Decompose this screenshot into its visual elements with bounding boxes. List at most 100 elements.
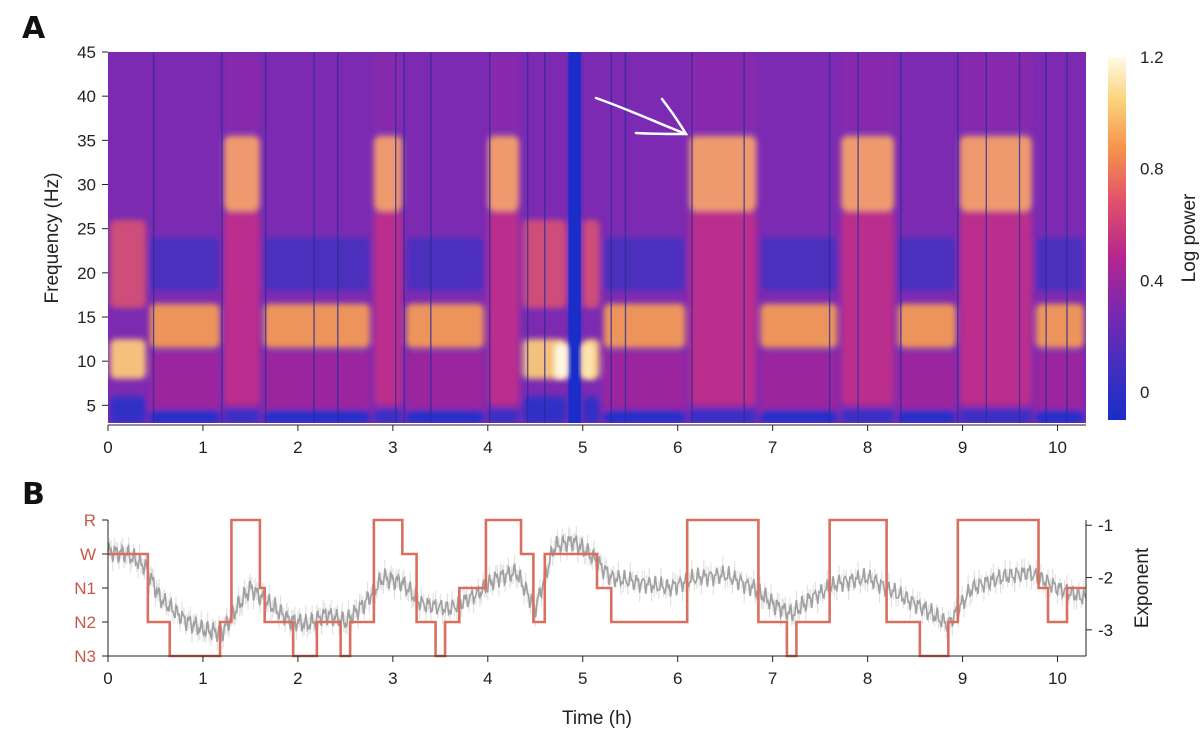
heatmap-band-nrem (1035, 409, 1084, 423)
spectrogram-ytick-label: 10 (77, 352, 96, 371)
spectrogram-ytick-label: 25 (77, 220, 96, 239)
heatmap-band-nrem (760, 352, 838, 415)
heatmap-band-rem (959, 52, 1032, 132)
heatmap-band-nrem (898, 352, 956, 415)
heatmap-band-nrem (263, 237, 370, 291)
heatmap-band-rem (373, 52, 403, 132)
heatmap-band-nrem (760, 237, 838, 291)
heatmap-band-rem (689, 135, 757, 211)
hypnogram-xtick-label: 4 (483, 669, 492, 688)
spectrogram-xtick-label: 7 (768, 438, 777, 457)
heatmap-artifact-column (568, 52, 581, 423)
heatmap-band-nrem (760, 409, 838, 423)
colorbar-tick-label: 0 (1140, 383, 1149, 402)
heatmap-band-nrem (603, 352, 686, 415)
hypnogram-xlabel: Time (h) (562, 708, 632, 729)
hypnogram-xtick-label: 3 (388, 669, 397, 688)
heatmap-band-rem (223, 211, 260, 406)
panel-a-letter: A (22, 11, 46, 46)
heatmap-band-rem (223, 52, 260, 132)
stage-tick-label: N2 (74, 613, 96, 632)
heatmap-band-nrem (149, 409, 220, 423)
heatmap-band-w (582, 396, 600, 423)
heatmap-band-nrem (1035, 303, 1084, 348)
heatmap-peak (554, 343, 569, 379)
heatmap-band-rem (689, 409, 757, 423)
heatmap-band-nrem (149, 237, 220, 291)
heatmap-band-nrem (603, 409, 686, 423)
hypnogram-xtick-label: 0 (103, 669, 112, 688)
exponent-tick-label: -1 (1098, 516, 1113, 535)
heatmap-band-rem (487, 211, 520, 406)
panel-b-letter: B (22, 477, 45, 512)
colorbar-gradient (1108, 57, 1126, 420)
hypnogram-line (108, 518, 1086, 658)
heatmap-band-nrem (263, 409, 370, 423)
heatmap-band-nrem (149, 352, 220, 415)
spectrogram-xtick-label: 5 (578, 438, 587, 457)
heatmap-band-rem (841, 52, 895, 132)
heatmap-band-nrem (149, 303, 220, 348)
annotation-arrow (594, 96, 688, 136)
hypnogram-xtick-label: 6 (673, 669, 682, 688)
heatmap-band-rem (223, 409, 260, 423)
heatmap-band-nrem (898, 303, 956, 348)
heatmap-band-rem (959, 135, 1032, 211)
spectrogram-xtick-label: 1 (198, 438, 207, 457)
heatmap-band-nrem (1035, 237, 1084, 291)
annotation-arrow-head (634, 97, 689, 136)
heatmap-band-rem (373, 135, 403, 211)
hypnogram-xtick-label: 2 (293, 669, 302, 688)
exponent-tick-label: -2 (1098, 569, 1113, 588)
heatmap-band-rem (959, 211, 1032, 406)
heatmap-band-rem (373, 409, 403, 423)
colorbar-label: Log power (1179, 193, 1200, 282)
spectrogram-xtick-label: 4 (483, 438, 492, 457)
heatmap-band-rem (689, 211, 757, 406)
heatmap-band-nrem (898, 237, 956, 291)
hypnogram-xtick-label: 5 (578, 669, 587, 688)
spectrogram-heatmap (108, 52, 1086, 423)
spectrogram-ytick-label: 45 (77, 43, 96, 62)
hypnogram-xtick-label: 7 (768, 669, 777, 688)
heatmap-band-rem (841, 135, 895, 211)
hypnogram-xtick-label: 1 (198, 669, 207, 688)
spectrogram-ytick-label: 40 (77, 87, 96, 106)
stage-tick-label: R (84, 511, 96, 530)
spectrogram-xtick-label: 9 (958, 438, 967, 457)
heatmap-band-nrem (406, 352, 484, 415)
stage-tick-label: W (80, 545, 96, 564)
heatmap-band-w (110, 219, 146, 309)
hypnogram-xtick-label: 8 (863, 669, 872, 688)
spectrogram-xtick-label: 8 (863, 438, 872, 457)
colorbar-tick-label: 0.4 (1140, 271, 1164, 290)
heatmap-peak (580, 343, 595, 379)
heatmap-band-nrem (1035, 352, 1084, 415)
heatmap-band-rem (373, 211, 403, 406)
heatmap-band-nrem (603, 303, 686, 348)
heatmap-band-nrem (406, 303, 484, 348)
hypnogram-xtick-label: 10 (1048, 669, 1067, 688)
heatmap-band-nrem (603, 237, 686, 291)
exponent-ylabel: Exponent (1132, 547, 1153, 628)
exponent-tick-label: -3 (1098, 621, 1113, 640)
heatmap-blobs (110, 52, 1084, 423)
heatmap-band-w (110, 396, 146, 423)
spectrogram-xtick-label: 10 (1048, 438, 1067, 457)
hypnogram-xtick-label: 9 (958, 669, 967, 688)
heatmap-band-nrem (760, 303, 838, 348)
stage-tick-label: N3 (74, 647, 96, 666)
stage-tick-label: N1 (74, 579, 96, 598)
hypnogram-panel: 0 1 2 3 4 5 6 7 8 9 10 RW N1 N2 N3 -1 -2 -3 Time (h) Expo… (74, 511, 1153, 729)
spectrogram-ytick-label: 20 (77, 264, 96, 283)
spectrogram-ytick-label: 5 (87, 396, 96, 415)
heatmap-band-w (110, 339, 146, 379)
heatmap-band-rem (841, 211, 895, 406)
heatmap-band-rem (959, 409, 1032, 423)
spectrogram-ytick-label: 30 (77, 176, 96, 195)
heatmap-band-rem (223, 135, 260, 211)
spectrogram-xtick-label: 0 (103, 438, 112, 457)
